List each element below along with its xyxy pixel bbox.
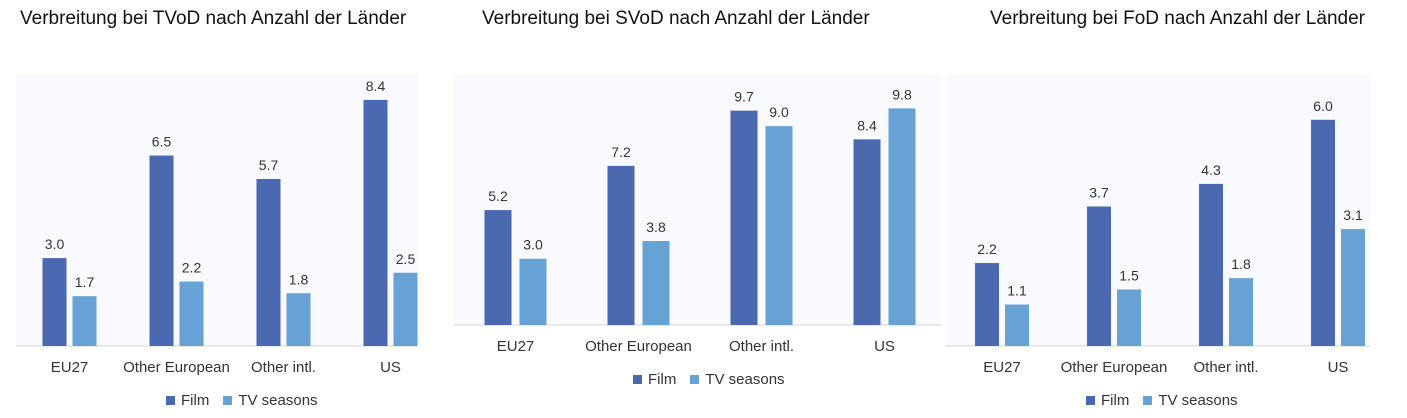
legend-swatch-tv-seasons xyxy=(690,375,700,384)
bar-tv-seasons xyxy=(1229,278,1253,346)
legend-item-tv-seasons: TV seasons xyxy=(690,371,785,388)
legend-swatch-film xyxy=(166,396,175,405)
legend-swatch-tv-seasons xyxy=(223,396,233,405)
bar-tv-seasons xyxy=(72,296,97,346)
chart-title: Verbreitung bei FoD nach Anzahl der Länd… xyxy=(990,8,1365,29)
chart-panel-svod: Verbreitung bei SVoD nach Anzahl der Län… xyxy=(440,0,950,418)
legend-item-film: Film xyxy=(633,371,676,388)
data-label-tv-seasons: 3.8 xyxy=(646,219,666,235)
data-label-tv-seasons: 1.5 xyxy=(1119,267,1139,283)
bar-film xyxy=(149,155,174,346)
bar-film xyxy=(853,139,881,325)
data-label-film: 2.2 xyxy=(977,241,997,257)
plot-area xyxy=(946,74,1370,346)
data-label-film: 5.2 xyxy=(488,188,508,204)
legend-item-tv-seasons: TV seasons xyxy=(223,392,318,409)
data-label-film: 3.7 xyxy=(1089,185,1109,201)
bar-chart-svg: 2.2 1.1 EU27 3.7 1.5 Other European 4.3 1.8 Othe… xyxy=(946,98,1370,376)
chart-panel-fod: Verbreitung bei FoD nach Anzahl der Länd… xyxy=(944,0,1407,418)
data-label-film: 8.4 xyxy=(366,78,386,94)
data-label-tv-seasons: 2.5 xyxy=(396,251,416,267)
bar-film xyxy=(42,258,67,346)
data-label-film: 6.0 xyxy=(1313,98,1333,114)
bar-chart-svg: 5.2 3.0 EU27 7.2 3.8 Other European 9.7 9.0 Othe… xyxy=(454,86,942,355)
x-tick-label: Other European xyxy=(1061,359,1168,376)
chart-legend: Film TV seasons xyxy=(633,371,785,388)
bar-tv-seasons xyxy=(1005,304,1029,346)
bar-film xyxy=(363,99,388,346)
bar-film xyxy=(607,165,635,325)
bar-tv-seasons xyxy=(179,281,204,346)
x-tick-label: Other European xyxy=(585,338,692,355)
x-tick-label: EU27 xyxy=(51,359,89,376)
chart-legend: Film TV seasons xyxy=(166,392,318,409)
x-tick-label: Other European xyxy=(123,359,230,376)
bar-chart-svg: 3.0 1.7 EU27 6.5 2.2 Other European 5.7 1.8 Othe… xyxy=(16,78,418,376)
data-label-film: 4.3 xyxy=(1201,162,1221,178)
x-tick-label: US xyxy=(874,338,895,355)
legend-swatch-tv-seasons xyxy=(1143,396,1153,405)
bar-film xyxy=(484,210,512,325)
data-label-tv-seasons: 9.0 xyxy=(769,104,789,120)
legend-label-tv-seasons: TV seasons xyxy=(705,371,785,388)
data-label-film: 9.7 xyxy=(734,89,754,105)
x-tick-label: EU27 xyxy=(497,338,535,355)
legend-swatch-film xyxy=(1086,396,1095,405)
bar-film xyxy=(1311,119,1335,346)
bar-tv-seasons xyxy=(765,126,793,325)
x-tick-label: EU27 xyxy=(983,359,1021,376)
bar-film xyxy=(256,178,281,346)
legend-label-tv-seasons: TV seasons xyxy=(1158,392,1238,409)
legend-label-tv-seasons: TV seasons xyxy=(238,392,318,409)
x-tick-label: US xyxy=(1328,359,1349,376)
x-tick-label: Other intl. xyxy=(1193,359,1258,376)
data-label-tv-seasons: 1.7 xyxy=(75,274,95,290)
bar-tv-seasons xyxy=(888,108,916,325)
chart-title: Verbreitung bei SVoD nach Anzahl der Län… xyxy=(482,8,870,29)
chart-legend: Film TV seasons xyxy=(1086,392,1238,409)
bar-tv-seasons xyxy=(642,241,670,325)
data-label-tv-seasons: 1.8 xyxy=(1231,256,1251,272)
bar-film xyxy=(1087,206,1111,346)
legend-label-film: Film xyxy=(181,392,210,409)
x-tick-label: US xyxy=(380,359,401,376)
bar-film xyxy=(975,263,999,346)
data-label-film: 3.0 xyxy=(45,236,65,252)
data-label-tv-seasons: 1.1 xyxy=(1007,283,1027,299)
x-tick-label: Other intl. xyxy=(729,338,794,355)
bar-tv-seasons xyxy=(519,258,547,325)
legend-item-film: Film xyxy=(166,392,209,409)
data-label-tv-seasons: 3.1 xyxy=(1343,207,1363,223)
bar-tv-seasons xyxy=(393,272,418,346)
bar-tv-seasons xyxy=(1117,289,1141,346)
data-label-tv-seasons: 9.8 xyxy=(892,86,912,102)
data-label-tv-seasons: 3.0 xyxy=(523,237,543,253)
bar-tv-seasons xyxy=(286,293,311,346)
chart-title: Verbreitung bei TVoD nach Anzahl der Län… xyxy=(20,8,407,29)
legend-label-film: Film xyxy=(1101,392,1130,409)
x-tick-label: Other intl. xyxy=(251,359,316,376)
legend-swatch-film xyxy=(633,375,642,384)
data-label-film: 8.4 xyxy=(857,117,877,133)
legend-item-tv-seasons: TV seasons xyxy=(1143,392,1238,409)
data-label-film: 6.5 xyxy=(152,134,172,150)
bar-film xyxy=(730,110,758,325)
bar-film xyxy=(1199,183,1223,346)
data-label-film: 5.7 xyxy=(259,157,279,173)
legend-item-film: Film xyxy=(1086,392,1129,409)
chart-panel-tvod: Verbreitung bei TVoD nach Anzahl der Län… xyxy=(0,0,430,418)
data-label-tv-seasons: 2.2 xyxy=(182,260,202,276)
bar-tv-seasons xyxy=(1341,229,1365,346)
data-label-film: 7.2 xyxy=(611,144,631,160)
data-label-tv-seasons: 1.8 xyxy=(289,271,309,287)
legend-label-film: Film xyxy=(648,371,677,388)
